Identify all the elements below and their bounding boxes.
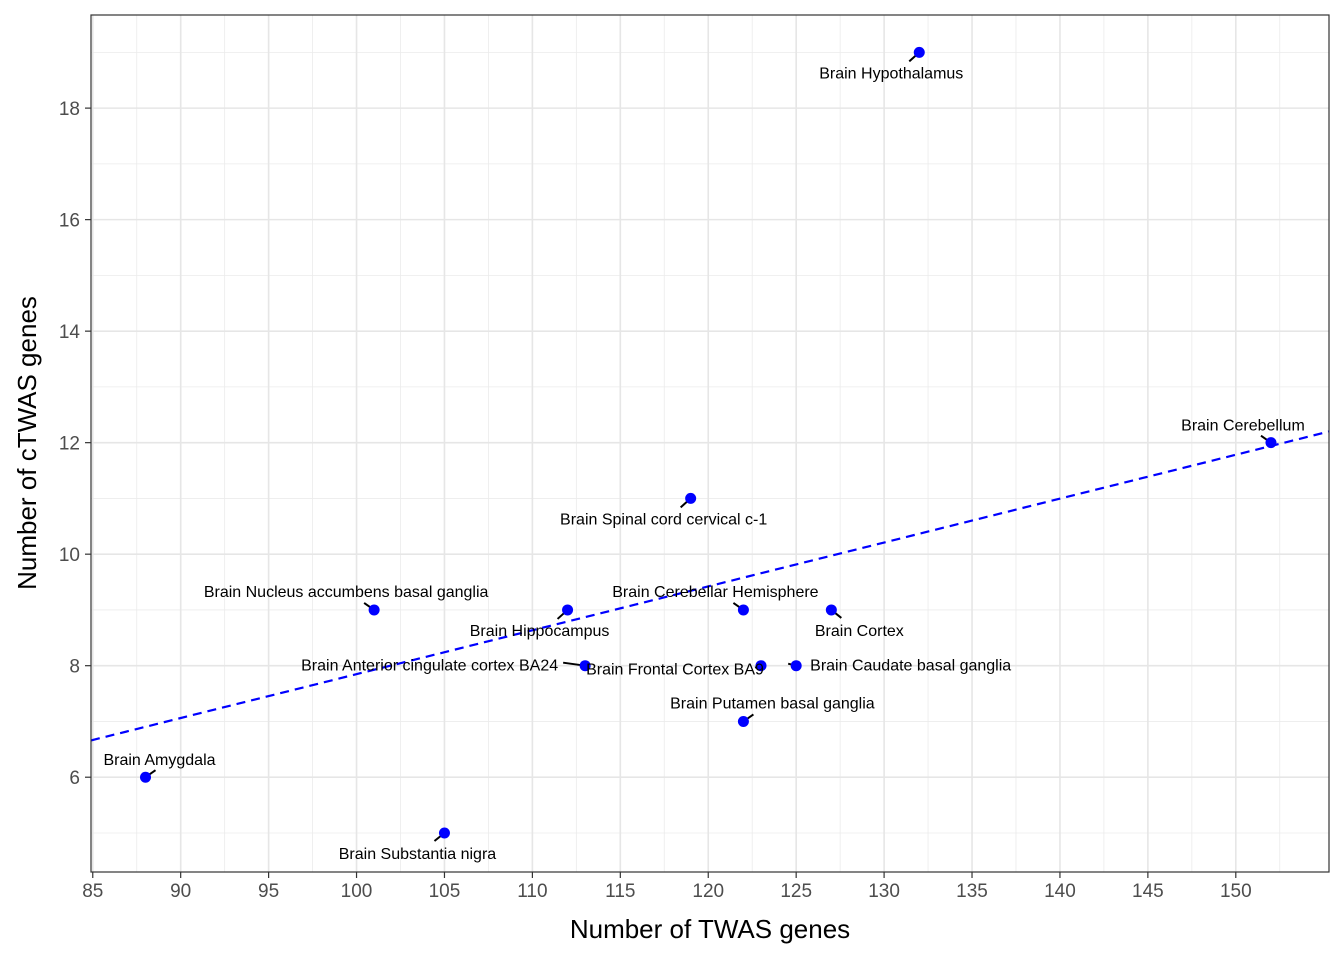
x-tick-label: 95 xyxy=(258,881,279,902)
point-label: Brain Hippocampus xyxy=(470,623,610,640)
y-tick-label: 8 xyxy=(69,657,80,678)
point-label: Brain Spinal cord cervical c-1 xyxy=(560,511,767,528)
x-tick-label: 120 xyxy=(692,881,724,902)
data-point xyxy=(913,46,925,58)
plot-panel xyxy=(91,15,1329,872)
x-tick-label: 105 xyxy=(429,881,461,902)
x-tick-label: 135 xyxy=(956,881,988,902)
data-point xyxy=(790,660,802,672)
data-point xyxy=(737,715,749,727)
x-tick-label: 130 xyxy=(868,881,900,902)
point-label: Brain Cortex xyxy=(815,623,904,640)
point-label: Brain Amygdala xyxy=(103,752,215,769)
y-tick-label: 12 xyxy=(59,434,80,455)
y-axis-title: Number of cTWAS genes xyxy=(12,296,42,590)
point-label: Brain Anterior cingulate cortex BA24 xyxy=(301,658,558,675)
grid-minor xyxy=(91,15,1329,872)
data-point xyxy=(737,604,749,616)
x-tick-label: 150 xyxy=(1220,881,1252,902)
data-point xyxy=(579,660,591,672)
point-label: Brain Frontal Cortex BA9 xyxy=(586,662,764,679)
point-label: Brain Caudate basal ganglia xyxy=(810,658,1011,675)
y-axis-ticks: 6 8 10 12 14 16 18 xyxy=(59,99,91,789)
x-tick-label: 115 xyxy=(605,881,635,902)
data-points xyxy=(140,46,1277,839)
data-point xyxy=(562,604,574,616)
x-tick-label: 140 xyxy=(1044,881,1076,902)
point-label: Brain Putamen basal ganglia xyxy=(670,695,875,712)
panel-border xyxy=(90,14,1330,873)
data-point xyxy=(1265,437,1277,449)
y-tick-label: 16 xyxy=(59,211,80,232)
data-point xyxy=(825,604,837,616)
data-point xyxy=(755,660,767,672)
y-tick-label: 10 xyxy=(59,545,80,566)
x-tick-label: 125 xyxy=(780,881,812,902)
point-label: Brain Cerebellar Hemisphere xyxy=(612,584,818,601)
point-label: Brain Hypothalamus xyxy=(819,65,963,82)
point-label: Brain Substantia nigra xyxy=(339,846,497,863)
grid-major xyxy=(91,15,1329,872)
y-tick-label: 6 xyxy=(69,768,80,789)
point-label: Brain Cerebellum xyxy=(1181,418,1305,435)
point-label: Brain Nucleus accumbens basal ganglia xyxy=(204,584,489,601)
x-tick-label: 90 xyxy=(170,881,191,902)
point-labels: Brain Hypothalamus Brain Cerebellum Brain … xyxy=(103,65,1304,863)
data-point xyxy=(438,827,450,839)
x-tick-label: 100 xyxy=(341,881,373,902)
x-axis-title: Number of TWAS genes xyxy=(570,914,850,944)
data-point xyxy=(368,604,380,616)
x-tick-label: 145 xyxy=(1132,881,1164,902)
y-tick-label: 18 xyxy=(59,99,80,120)
trend-line xyxy=(90,430,1330,742)
data-point xyxy=(140,771,152,783)
y-tick-label: 14 xyxy=(59,322,81,343)
data-point xyxy=(685,492,697,504)
x-axis-ticks: 85 90 95 100 105 110 115 120 125 130 135 140 145 150 xyxy=(82,872,1252,902)
x-tick-label: 85 xyxy=(82,881,103,902)
x-tick-label: 110 xyxy=(517,881,547,902)
